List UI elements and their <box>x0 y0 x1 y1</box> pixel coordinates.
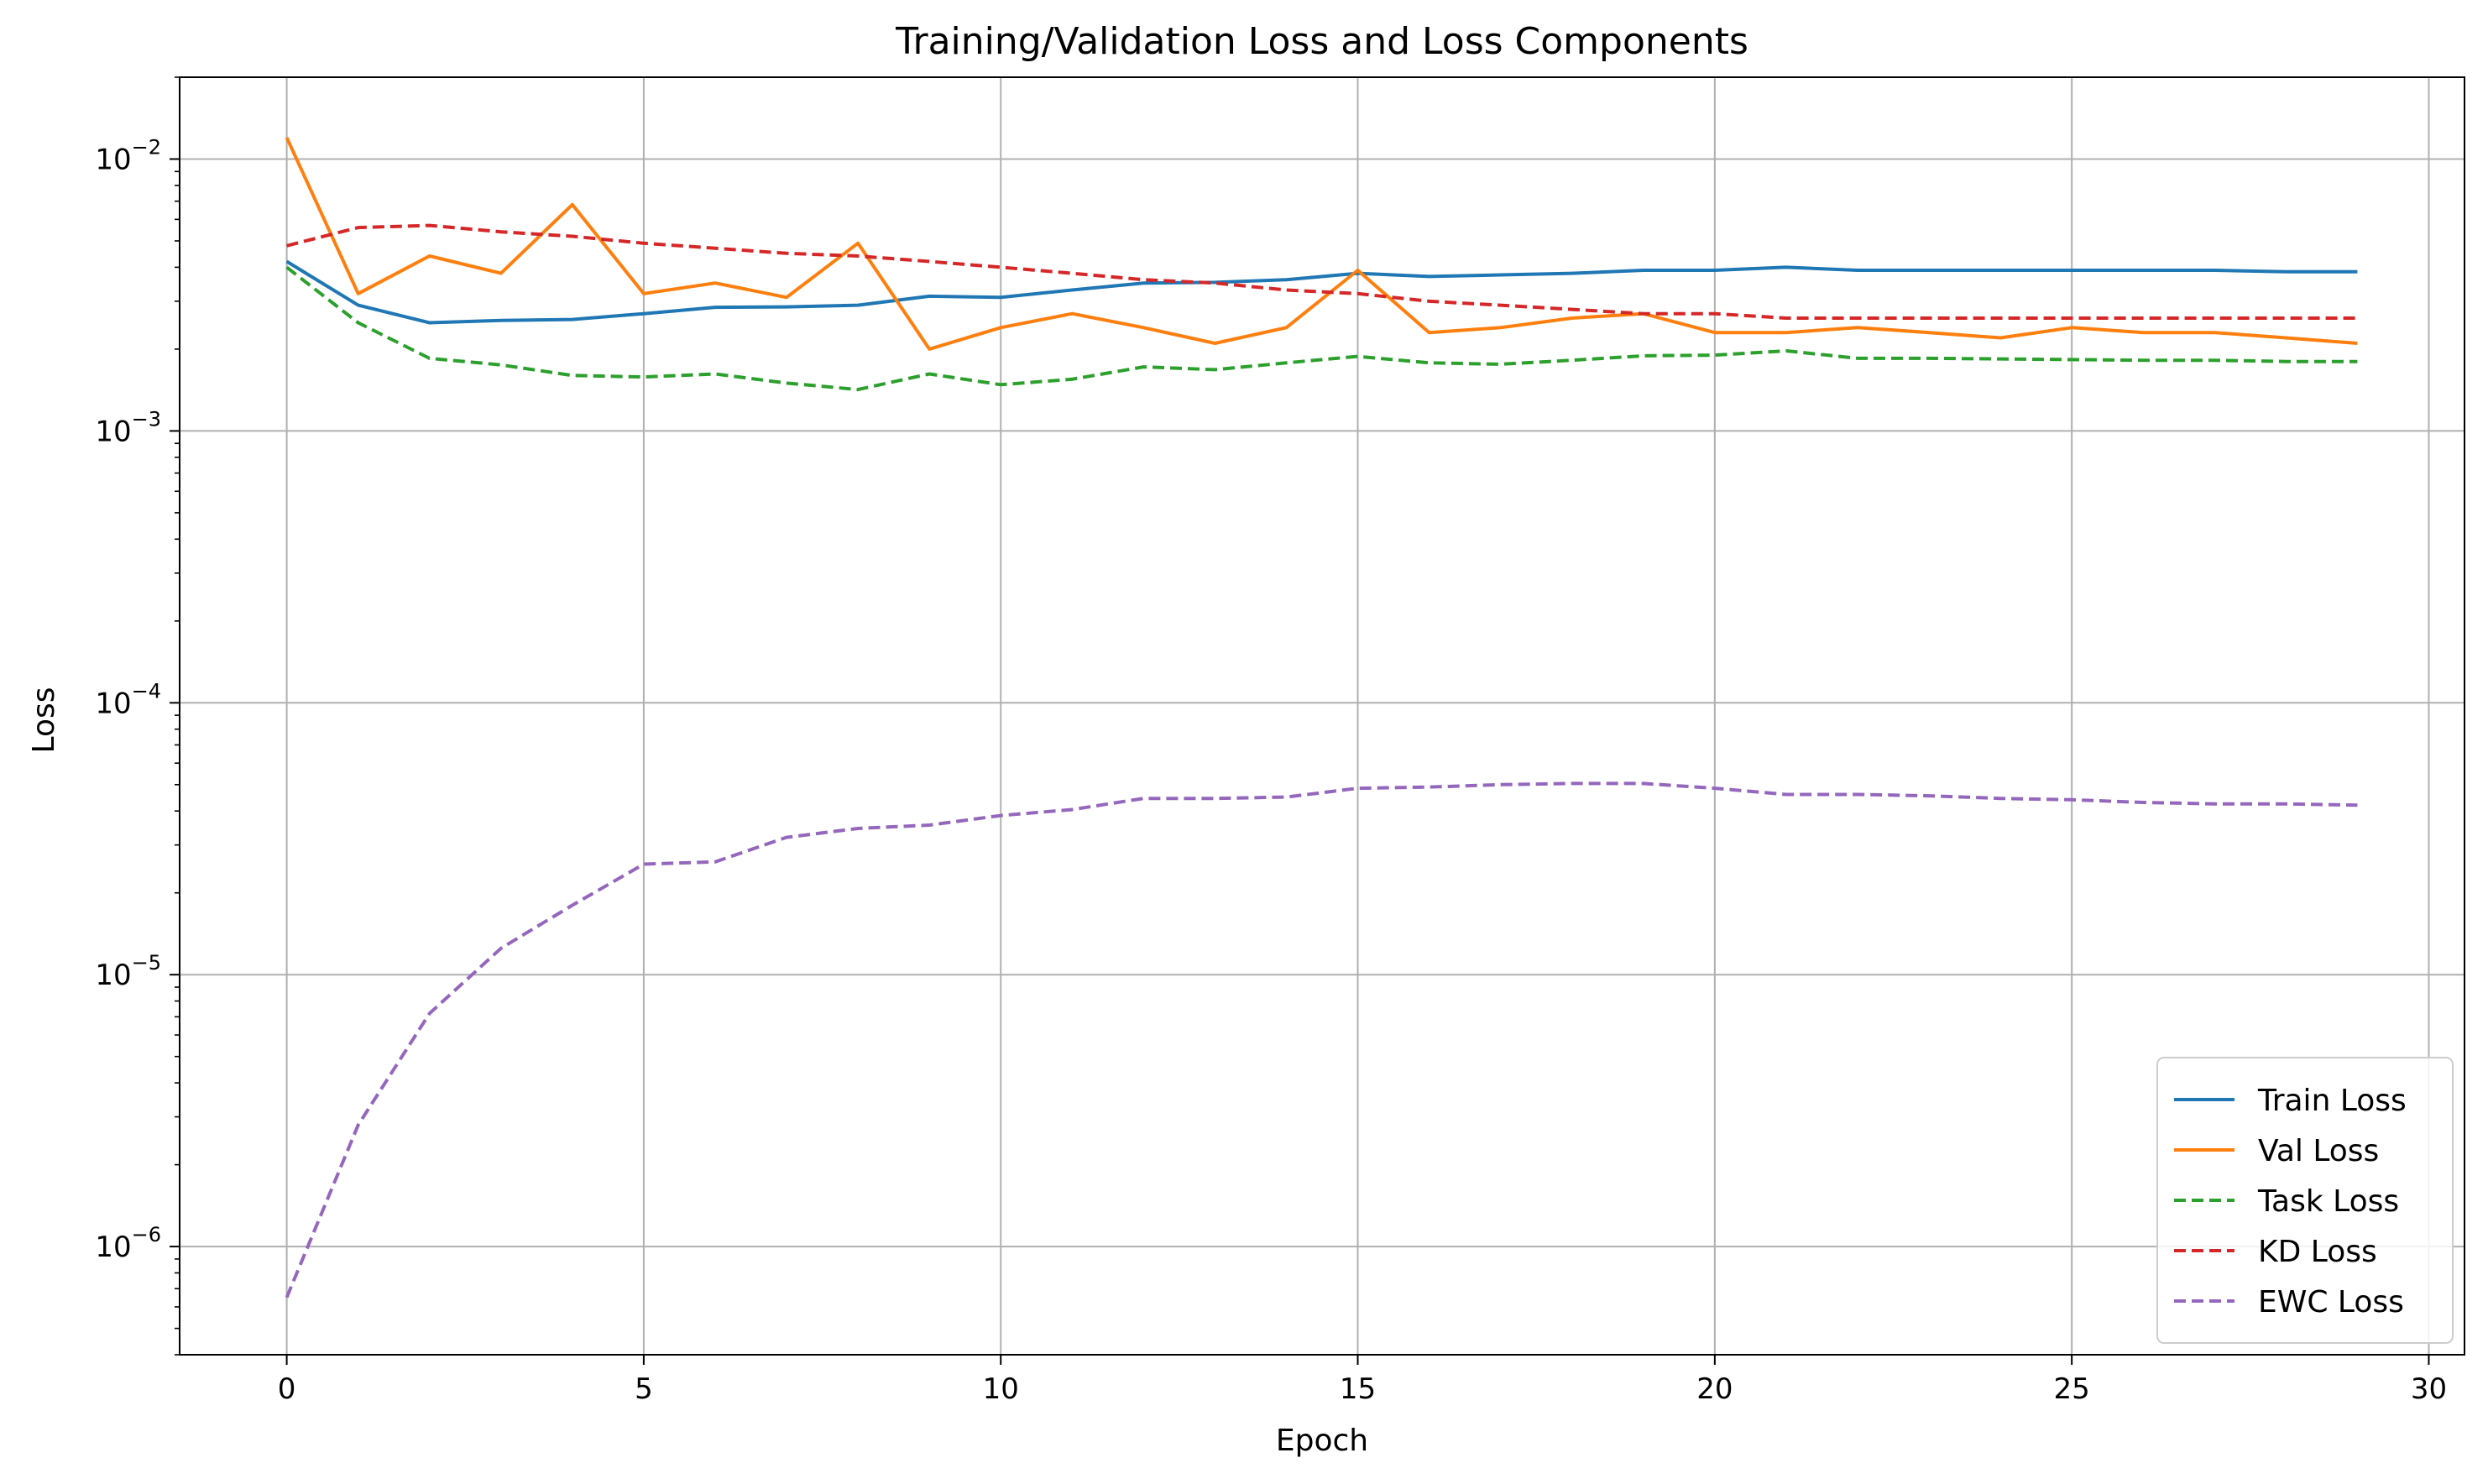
legend-box <box>2156 1057 2454 1344</box>
plot-frame <box>179 76 2465 1356</box>
y-tick-base: 10 <box>95 959 131 992</box>
y-tick-base: 10 <box>95 144 131 177</box>
x-axis-label: Epoch <box>1276 1424 1368 1458</box>
x-tick-label: 5 <box>635 1372 653 1406</box>
y-tick-exponent: −5 <box>132 951 161 975</box>
y-tick-label: 10−5 <box>95 951 161 992</box>
legend-label: Task Loss <box>2257 1184 2399 1219</box>
legend-label: Val Loss <box>2258 1134 2379 1168</box>
y-tick-label: 10−2 <box>95 136 161 177</box>
y-tick-exponent: −3 <box>132 407 161 431</box>
legend-label: EWC Loss <box>2258 1285 2404 1319</box>
y-tick-exponent: −6 <box>132 1223 161 1246</box>
y-tick-label: 10−3 <box>95 407 161 448</box>
y-tick-base: 10 <box>95 687 131 720</box>
y-tick-base: 10 <box>95 415 131 448</box>
series-line-task-loss <box>285 265 2358 392</box>
x-tick-label: 30 <box>2411 1372 2447 1406</box>
legend-label: Train Loss <box>2257 1084 2407 1118</box>
x-tick-label: 10 <box>983 1372 1019 1406</box>
series-lines <box>285 137 2358 1298</box>
y-tick-label: 10−4 <box>95 679 161 720</box>
x-tick-label: 15 <box>1340 1372 1376 1406</box>
series-line-train-loss <box>285 259 2358 325</box>
chart-title: Training/Validation Loss and Loss Compon… <box>895 20 1748 63</box>
y-tick-exponent: −4 <box>132 679 161 703</box>
series-line-val-loss <box>285 137 2358 351</box>
x-tick-label: 20 <box>1696 1372 1733 1406</box>
series-line-ewc-loss <box>285 781 2358 1298</box>
grid-lines <box>180 77 2464 1355</box>
y-tick-exponent: −2 <box>132 136 161 159</box>
series-line-kd-loss <box>286 223 2358 320</box>
y-tick-label: 10−6 <box>95 1223 161 1264</box>
legend: Train Loss Val Loss Task Loss KD Loss EWC Lo… <box>2156 1057 2454 1344</box>
x-tick-label: 25 <box>2054 1372 2090 1406</box>
y-axis-label: Loss <box>27 687 61 754</box>
x-tick-label: 0 <box>278 1372 296 1406</box>
y-tick-base: 10 <box>95 1231 131 1264</box>
legend-label: KD Loss <box>2258 1235 2377 1269</box>
